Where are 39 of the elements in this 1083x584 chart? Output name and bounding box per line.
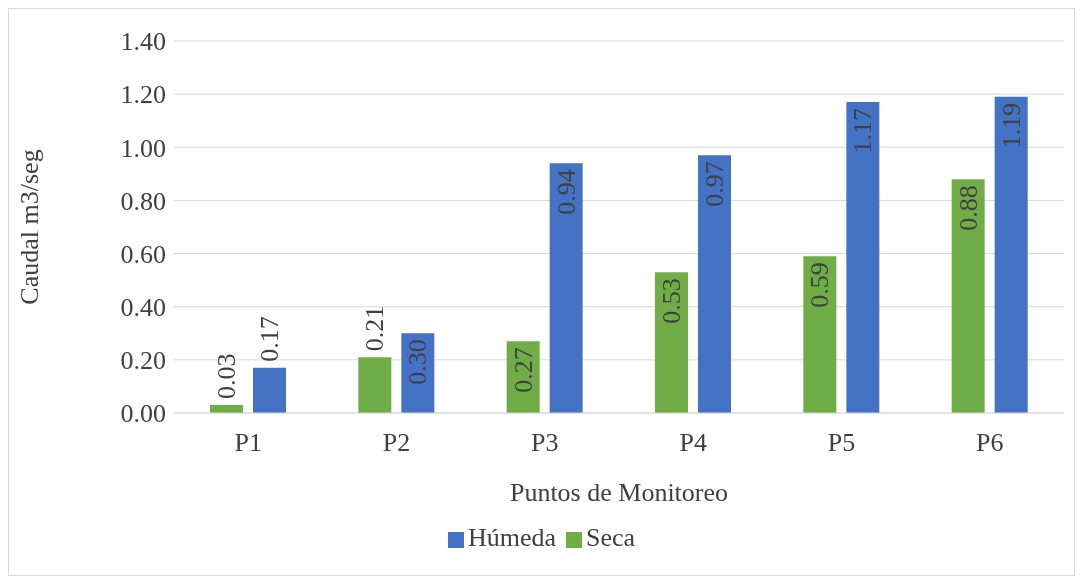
legend-label: Húmeda — [467, 523, 556, 552]
y-tick-label: 0.80 — [120, 186, 166, 216]
y-tick-label: 1.20 — [120, 80, 166, 110]
y-tick-label: 0.00 — [120, 399, 166, 429]
x-tick-label: P4 — [679, 428, 707, 458]
data-label: 0.17 — [255, 316, 284, 362]
data-label: 0.59 — [805, 262, 835, 308]
bar — [803, 256, 837, 413]
x-tick-label: P3 — [531, 428, 559, 458]
y-tick-label: 0.40 — [120, 292, 166, 322]
legend-label: Seca — [586, 523, 636, 552]
data-label: 0.03 — [212, 353, 241, 400]
y-tick-label: 1.00 — [120, 133, 166, 163]
data-label: 0.53 — [657, 278, 686, 324]
y-tick-label: 0.20 — [120, 346, 166, 376]
bar — [951, 179, 985, 413]
bar — [549, 163, 583, 413]
bar — [846, 102, 880, 413]
data-label: 0.21 — [360, 305, 390, 352]
y-tick-label: 1.40 — [120, 27, 166, 57]
y-tick-label: 0.60 — [120, 239, 166, 269]
data-label: 0.88 — [953, 185, 983, 231]
bar — [358, 357, 392, 413]
bar — [655, 272, 688, 413]
data-label: 1.19 — [996, 102, 1026, 149]
data-label: 1.17 — [848, 108, 878, 154]
data-label: 0.97 — [700, 161, 729, 207]
x-tick-label: P1 — [234, 428, 262, 458]
x-axis-title: Puntos de Monitoreo — [509, 478, 729, 507]
data-label: 0.27 — [508, 347, 538, 393]
y-axis-title: Caudal m3/seg — [15, 149, 45, 305]
data-label: 0.30 — [403, 339, 433, 385]
data-label: 0.94 — [551, 169, 581, 215]
x-tick-label: P6 — [976, 428, 1004, 458]
x-tick-label: P2 — [382, 428, 411, 458]
x-tick-label: P5 — [827, 428, 856, 458]
bar — [253, 367, 286, 413]
bar — [698, 155, 731, 413]
bar — [994, 96, 1028, 413]
